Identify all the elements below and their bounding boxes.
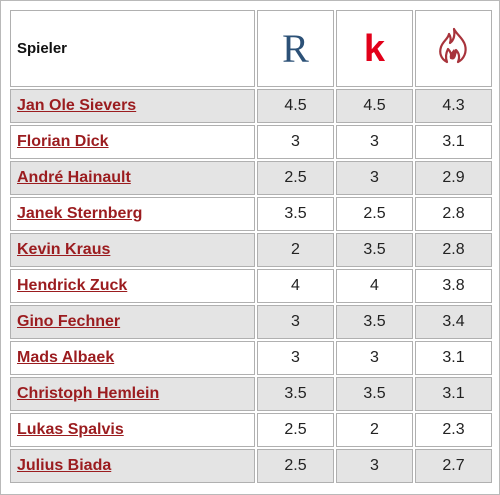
table-row: Hendrick Zuck 4 4 3.8 <box>10 269 492 303</box>
table-row: Gino Fechner 3 3.5 3.4 <box>10 305 492 339</box>
rating-k-cell: 2 <box>336 413 413 447</box>
rating-r-cell: 2.5 <box>257 161 334 195</box>
player-link[interactable]: Janek Sternberg <box>17 205 143 222</box>
player-name-cell: Gino Fechner <box>10 305 255 339</box>
player-column-header: Spieler <box>10 10 255 87</box>
rating-r-cell: 2.5 <box>257 449 334 483</box>
table-row: Jan Ole Sievers 4.5 4.5 4.3 <box>10 89 492 123</box>
player-name-cell: Kevin Kraus <box>10 233 255 267</box>
rating-r-cell: 3.5 <box>257 197 334 231</box>
rating-flame-cell: 3.4 <box>415 305 492 339</box>
player-link[interactable]: Jan Ole Sievers <box>17 97 137 114</box>
player-link[interactable]: Lukas Spalvis <box>17 421 124 438</box>
table-row: Lukas Spalvis 2.5 2 2.3 <box>10 413 492 447</box>
player-name-cell: Jan Ole Sievers <box>10 89 255 123</box>
player-link[interactable]: Julius Biada <box>17 457 112 474</box>
table-header-row: Spieler R k <box>10 10 492 87</box>
rating-flame-cell: 4.3 <box>415 89 492 123</box>
table-row: Christoph Hemlein 3.5 3.5 3.1 <box>10 377 492 411</box>
rating-k-cell: 4 <box>336 269 413 303</box>
kicker-k-logo-icon: k <box>363 27 386 70</box>
table-row: Florian Dick 3 3 3.1 <box>10 125 492 159</box>
rating-k-cell: 3 <box>336 449 413 483</box>
rating-flame-cell: 3.1 <box>415 341 492 375</box>
rp-r-logo-icon: R <box>282 25 309 71</box>
table-row: Kevin Kraus 2 3.5 2.8 <box>10 233 492 267</box>
table-row: Mads Albaek 3 3 3.1 <box>10 341 492 375</box>
rating-k-cell: 3.5 <box>336 305 413 339</box>
table-row: Julius Biada 2.5 3 2.7 <box>10 449 492 483</box>
rating-r-cell: 3 <box>257 341 334 375</box>
player-link[interactable]: Mads Albaek <box>17 349 115 366</box>
player-link[interactable]: Gino Fechner <box>17 313 121 330</box>
rating-k-cell: 3 <box>336 161 413 195</box>
rating-flame-cell: 3.8 <box>415 269 492 303</box>
player-name-cell: Hendrick Zuck <box>10 269 255 303</box>
player-name-cell: André Hainault <box>10 161 255 195</box>
rating-r-cell: 2 <box>257 233 334 267</box>
player-link[interactable]: Hendrick Zuck <box>17 277 128 294</box>
player-link[interactable]: Christoph Hemlein <box>17 385 160 402</box>
rating-flame-cell: 2.8 <box>415 197 492 231</box>
rating-flame-cell: 2.7 <box>415 449 492 483</box>
rating-flame-cell: 2.3 <box>415 413 492 447</box>
rating-k-cell: 3 <box>336 341 413 375</box>
rating-flame-cell: 3.1 <box>415 125 492 159</box>
player-ratings-table: Spieler R k Jan Ole Sievers 4.5 4.5 4.3 Flor… <box>8 8 494 485</box>
rating-k-cell: 3.5 <box>336 233 413 267</box>
player-name-cell: Julius Biada <box>10 449 255 483</box>
player-name-cell: Lukas Spalvis <box>10 413 255 447</box>
rating-r-cell: 2.5 <box>257 413 334 447</box>
rating-r-cell: 3 <box>257 305 334 339</box>
rating-source-k-header: k <box>336 10 413 87</box>
table-row: André Hainault 2.5 3 2.9 <box>10 161 492 195</box>
rating-r-cell: 4.5 <box>257 89 334 123</box>
table-row: Janek Sternberg 3.5 2.5 2.8 <box>10 197 492 231</box>
player-link[interactable]: André Hainault <box>17 169 131 186</box>
rating-r-cell: 3 <box>257 125 334 159</box>
rating-r-cell: 3.5 <box>257 377 334 411</box>
rating-k-cell: 3.5 <box>336 377 413 411</box>
rating-k-cell: 3 <box>336 125 413 159</box>
player-name-cell: Christoph Hemlein <box>10 377 255 411</box>
rating-flame-cell: 3.1 <box>415 377 492 411</box>
rating-source-flame-header <box>415 10 492 87</box>
rating-k-cell: 4.5 <box>336 89 413 123</box>
rating-source-r-header: R <box>257 10 334 87</box>
rating-flame-cell: 2.9 <box>415 161 492 195</box>
rating-r-cell: 4 <box>257 269 334 303</box>
player-name-cell: Mads Albaek <box>10 341 255 375</box>
player-link[interactable]: Kevin Kraus <box>17 241 111 258</box>
player-name-cell: Janek Sternberg <box>10 197 255 231</box>
flame-logo-icon <box>438 27 467 64</box>
rating-k-cell: 2.5 <box>336 197 413 231</box>
rating-flame-cell: 2.8 <box>415 233 492 267</box>
player-name-cell: Florian Dick <box>10 125 255 159</box>
player-link[interactable]: Florian Dick <box>17 133 109 150</box>
